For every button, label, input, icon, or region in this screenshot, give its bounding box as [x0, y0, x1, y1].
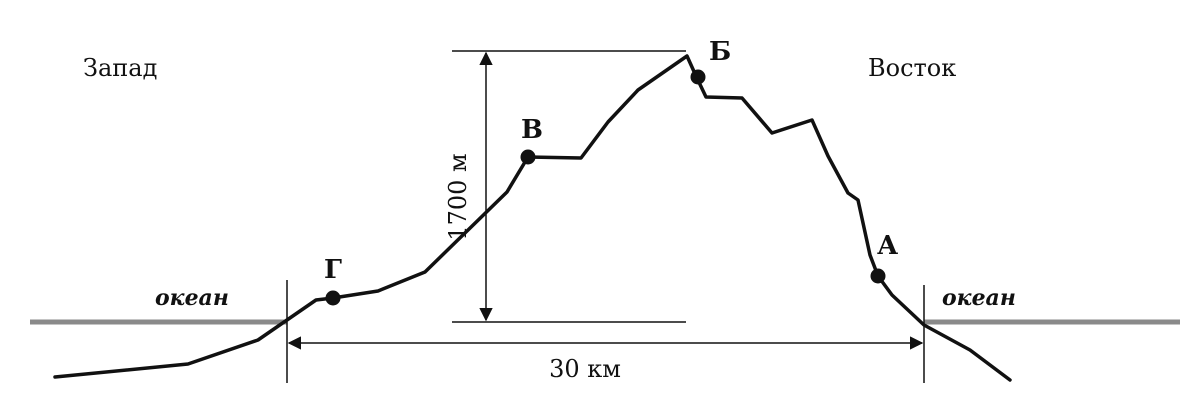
point-v-marker [520, 149, 536, 165]
terrain-profile [53, 54, 1012, 382]
point-a-marker [870, 268, 886, 284]
ocean-left-label: океан [155, 285, 229, 311]
ocean-right-label: океан [942, 285, 1016, 311]
west-label: Запад [83, 54, 157, 82]
height-dimension-label: 1700 м [444, 153, 472, 240]
point-v-label: В [521, 115, 543, 145]
width-dimension-label: 30 км [549, 355, 621, 383]
point-g-marker [325, 290, 341, 306]
east-label: Восток [868, 54, 956, 82]
point-g-label: Г [324, 255, 342, 285]
point-b-marker [690, 69, 706, 85]
point-b-label: Б [709, 37, 731, 67]
point-a-label: А [877, 231, 898, 261]
